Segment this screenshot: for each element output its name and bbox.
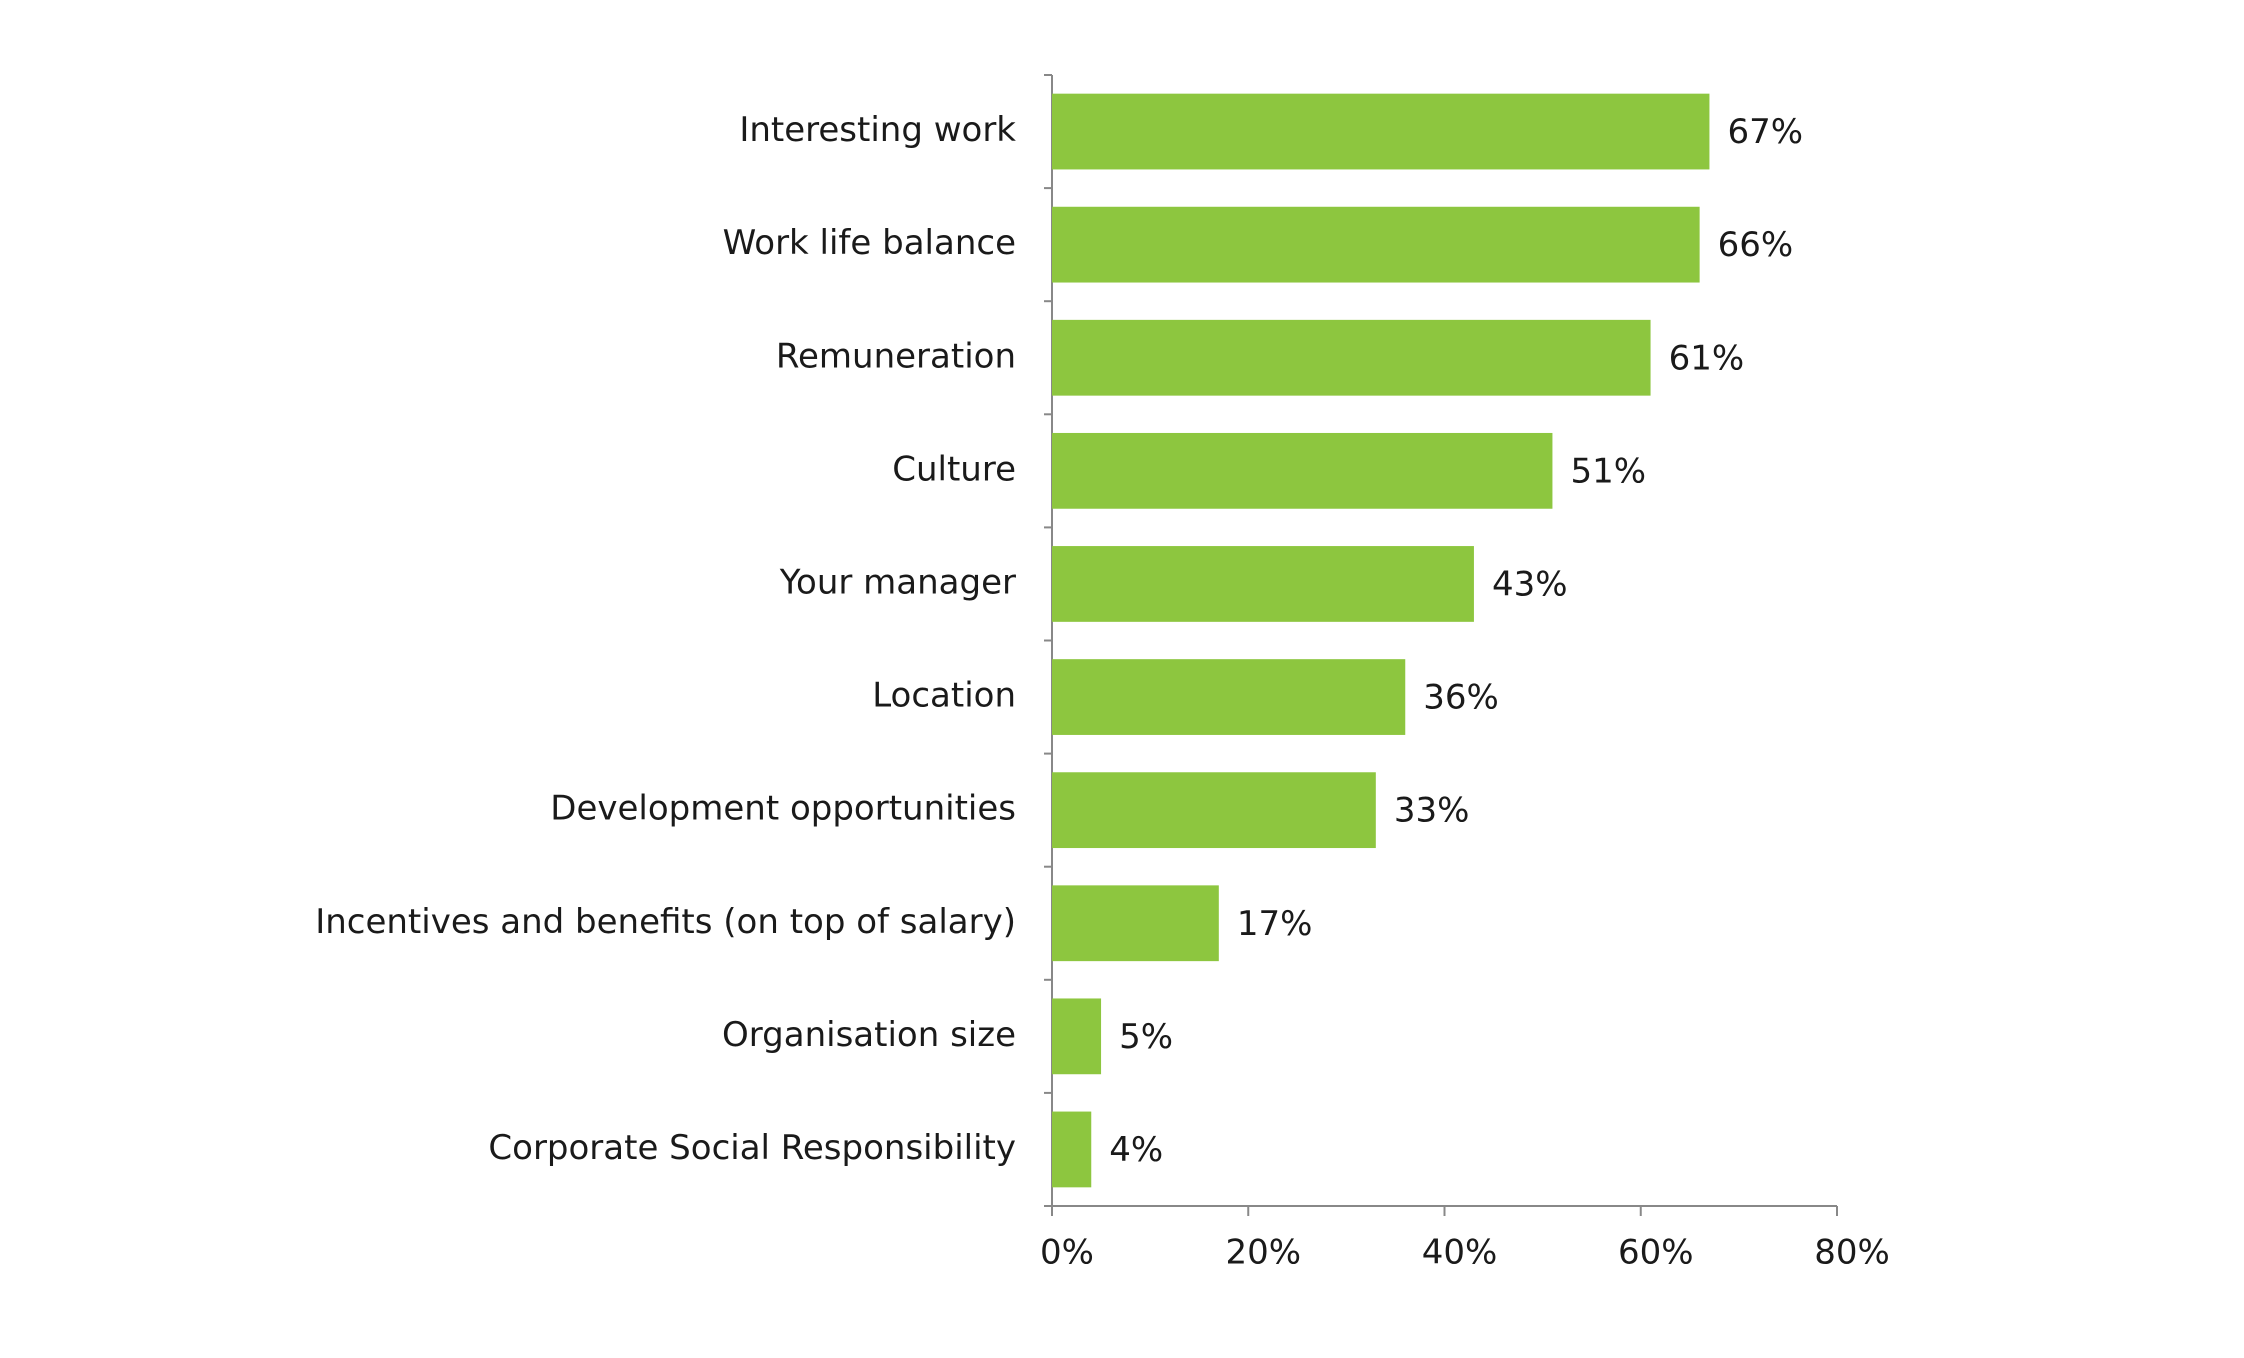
x-tick-label: 40% xyxy=(1422,1233,1498,1273)
bar xyxy=(1052,319,1651,396)
bar xyxy=(1052,998,1102,1075)
value-label: 36% xyxy=(1423,678,1499,718)
value-label: 5% xyxy=(1119,1017,1173,1057)
y-tick-label: Corporate Social Responsibility xyxy=(488,1128,1016,1168)
x-tick-label: 60% xyxy=(1618,1233,1694,1273)
value-label: 51% xyxy=(1570,451,1646,491)
x-tick-label: 20% xyxy=(1225,1233,1301,1273)
y-tick-label: Organisation size xyxy=(722,1015,1016,1055)
y-tick-label: Culture xyxy=(892,449,1016,489)
x-tick-label: 0% xyxy=(1040,1233,1094,1273)
bar xyxy=(1052,772,1376,849)
bar xyxy=(1052,93,1710,170)
value-label: 4% xyxy=(1109,1130,1163,1170)
bar xyxy=(1052,1111,1092,1188)
y-tick-label: Location xyxy=(872,676,1016,716)
y-tick-label: Your manager xyxy=(779,562,1016,602)
bar xyxy=(1052,546,1474,622)
y-tick-label: Work life balance xyxy=(723,223,1016,263)
bar xyxy=(1052,659,1406,735)
value-label: 33% xyxy=(1394,791,1470,831)
bar xyxy=(1052,885,1219,962)
value-label: 17% xyxy=(1237,904,1313,944)
y-tick-label: Development opportunities xyxy=(550,789,1016,829)
value-label: 61% xyxy=(1669,338,1745,378)
y-tick-label: Interesting work xyxy=(739,110,1016,150)
bar xyxy=(1052,206,1700,283)
y-tick-label: Incentives and benefits (on top of salar… xyxy=(315,902,1016,942)
x-tick-label: 80% xyxy=(1814,1233,1890,1273)
bar xyxy=(1052,432,1553,509)
value-label: 66% xyxy=(1718,225,1794,265)
value-label: 67% xyxy=(1727,112,1803,152)
value-label: 43% xyxy=(1492,564,1568,604)
y-tick-label: Remuneration xyxy=(776,336,1016,376)
